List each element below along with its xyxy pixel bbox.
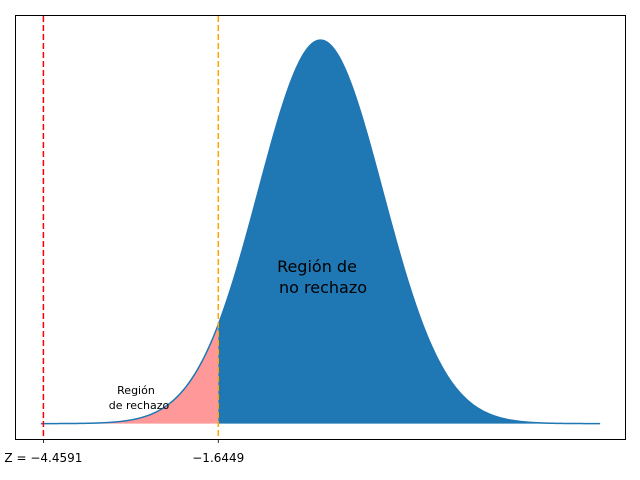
plot-area: [40, 16, 601, 439]
non-rejection-region-label-line1: Región de: [277, 257, 357, 276]
x-axis-ticks: Z = −4.4591 −1.6449: [4, 439, 244, 465]
density-curve: [40, 39, 601, 425]
non-rejection-area: [218, 40, 601, 424]
rejection-region-label-line2: de rechazo: [109, 399, 170, 412]
rejection-region-label-line1: Región: [117, 384, 155, 397]
non-rejection-region-label-line2: no rechazo: [279, 278, 367, 297]
axes-frame: [15, 15, 626, 440]
test-statistic-tick-label: Z = −4.4591: [4, 451, 82, 465]
rejection-area: [40, 324, 219, 424]
critical-value-tick-label: −1.6449: [192, 451, 244, 465]
